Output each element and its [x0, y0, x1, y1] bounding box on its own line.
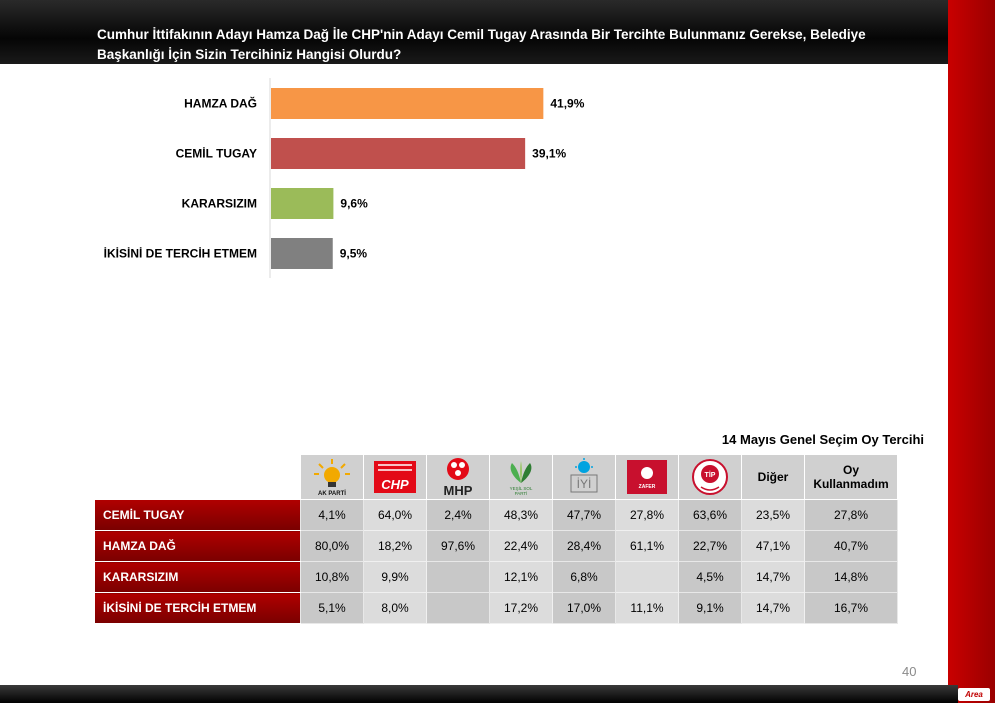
category-label: CEMİL TUGAY — [176, 146, 257, 161]
akp-logo: AK PARTİ — [300, 454, 364, 500]
yesil-sol-logo: YEŞİL SOL PARTİ — [489, 454, 553, 500]
table-cell — [426, 561, 490, 593]
svg-text:PARTİ: PARTİ — [515, 490, 528, 496]
table-cell: 63,6% — [678, 499, 742, 531]
table-row: KARARSIZIM 10,8% 9,9% 12,1% 6,8% 4,5% 14,7% 14,… — [95, 561, 898, 593]
data-label: 9,6% — [340, 197, 368, 211]
table-row: CEMİL TUGAY 4,1% 64,0% 2,4% 48,3% 47,7% 27,8% 6… — [95, 499, 898, 531]
table-cell: 12,1% — [489, 561, 553, 593]
table-cell: 9,1% — [678, 592, 742, 624]
table-cell: 22,4% — [489, 530, 553, 562]
data-label: 39,1% — [532, 147, 566, 161]
data-label: 41,9% — [550, 97, 584, 111]
brand-logo: Area — [958, 688, 990, 701]
category-label: İKİSİNİ DE TERCİH ETMEM — [104, 246, 257, 261]
table-cell: 10,8% — [300, 561, 364, 593]
table-cell: 14,7% — [741, 592, 805, 624]
bar — [271, 138, 526, 169]
table-cell: 47,1% — [741, 530, 805, 562]
table-cell: 6,8% — [552, 561, 616, 593]
row-label: KARARSIZIM — [95, 561, 301, 593]
title-bar — [0, 0, 948, 64]
category-label: HAMZA DAĞ — [184, 96, 257, 111]
footer-bar — [0, 685, 958, 703]
category-label: KARARSIZIM — [182, 197, 257, 211]
row-label: CEMİL TUGAY — [95, 499, 301, 531]
table-cell: 48,3% — [489, 499, 553, 531]
chp-logo: CHP — [363, 454, 427, 500]
table-cell: 17,0% — [552, 592, 616, 624]
table-cell: 80,0% — [300, 530, 364, 562]
svg-text:YEŞİL SOL: YEŞİL SOL — [510, 485, 533, 491]
page-title: Cumhur İttifakının Adayı Hamza Dağ İle C… — [97, 27, 866, 62]
table-cell — [615, 561, 679, 593]
bar — [271, 188, 334, 219]
table-cell: 28,4% — [552, 530, 616, 562]
table-cell: 27,8% — [804, 499, 898, 531]
table-row: İKİSİNİ DE TERCİH ETMEM 5,1% 8,0% 17,2% 17,0… — [95, 592, 898, 624]
svg-text:TİP: TİP — [705, 471, 716, 479]
svg-text:ZAFER: ZAFER — [639, 484, 656, 490]
table-row: HAMZA DAĞ 80,0% 18,2% 97,6% 22,4% 28,4% 61,1% 2… — [95, 530, 898, 562]
table-header-row: AK PARTİ CHP MHP YEŞİ — [95, 454, 898, 500]
table-cell: 40,7% — [804, 530, 898, 562]
row-label: HAMZA DAĞ — [95, 530, 301, 562]
data-label: 9,5% — [340, 247, 368, 261]
svg-text:CHP: CHP — [381, 477, 409, 492]
crosstab-table: AK PARTİ CHP MHP YEŞİ — [95, 454, 898, 624]
table-cell: 18,2% — [363, 530, 427, 562]
col-header-other: Diğer — [741, 454, 805, 500]
table-cell: 14,8% — [804, 561, 898, 593]
svg-text:AK PARTİ: AK PARTİ — [318, 490, 346, 497]
table-cell: 27,8% — [615, 499, 679, 531]
svg-text:MHP: MHP — [444, 483, 473, 498]
table-cell: 23,5% — [741, 499, 805, 531]
mhp-logo: MHP — [426, 454, 490, 500]
table-cell: 61,1% — [615, 530, 679, 562]
zafer-logo: ZAFER — [615, 454, 679, 500]
iyi-logo: İYİ — [552, 454, 616, 500]
table-cell: 11,1% — [615, 592, 679, 624]
table-cell: 14,7% — [741, 561, 805, 593]
table-cell: 9,9% — [363, 561, 427, 593]
table-cell: 5,1% — [300, 592, 364, 624]
page-number: 40 — [902, 664, 917, 679]
table-cell: 8,0% — [363, 592, 427, 624]
bar-chart: HAMZA DAĞ 41,9% CEMİL TUGAY 39,1% KARARSIZIM… — [104, 78, 585, 278]
table-cell: 22,7% — [678, 530, 742, 562]
table-cell: 4,1% — [300, 499, 364, 531]
table-cell: 17,2% — [489, 592, 553, 624]
table-cell: 64,0% — [363, 499, 427, 531]
row-label: İKİSİNİ DE TERCİH ETMEM — [95, 592, 301, 624]
table-cell: 2,4% — [426, 499, 490, 531]
table-cell: 16,7% — [804, 592, 898, 624]
tip-logo: TİP — [678, 454, 742, 500]
table-corner — [95, 454, 301, 500]
table-cell: 47,7% — [552, 499, 616, 531]
table-cell: 4,5% — [678, 561, 742, 593]
col-header-no-vote: Oy Kullanmadım — [804, 454, 898, 500]
bar — [271, 88, 544, 119]
bar — [271, 238, 333, 269]
table-cell: 97,6% — [426, 530, 490, 562]
svg-text:İYİ: İYİ — [577, 477, 592, 491]
table-cell — [426, 592, 490, 624]
table-title: 14 Mayıs Genel Seçim Oy Tercihi — [721, 432, 924, 447]
